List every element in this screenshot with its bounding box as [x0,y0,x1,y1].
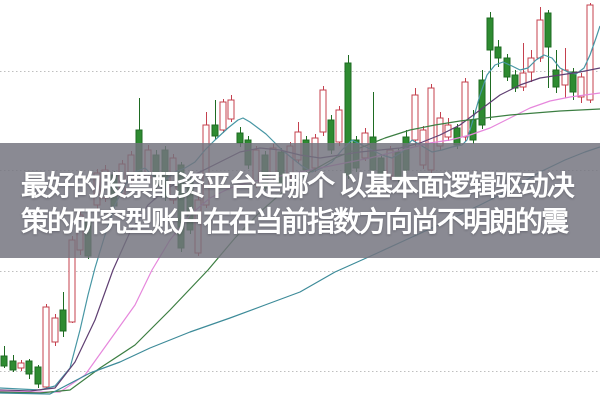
candle-up [335,109,343,143]
candle-down [552,69,560,88]
candle-up [461,81,469,138]
candle-up [561,69,569,86]
candle-down [59,309,67,332]
candle-up [586,4,594,101]
candle-up [411,94,419,141]
candle-down [9,360,17,371]
candle-up [17,362,25,369]
candle-down [236,132,244,144]
candle-down [494,46,502,59]
candle-up [319,89,327,133]
candle-down [569,71,577,93]
candle-up [51,317,59,343]
headline: 最好的股票配资平台是哪个 以基本面逻辑驱动决 策的研究型账户在在当前指数方向尚不… [0,143,600,240]
headline-line-2: 策的研究型账户在在当前指数方向尚不明朗的震 [21,206,569,237]
candle-down [25,360,33,375]
candle-down [34,366,42,385]
candle-up [42,306,50,388]
candle-up [227,99,235,120]
candle-down [0,355,8,367]
candle-up [519,72,527,88]
headline-overlay-band: 最好的股票配资平台是哪个 以基本面逻辑驱动决 策的研究型账户在在当前指数方向尚不… [0,143,600,258]
candle-down [503,57,511,78]
candle-down [478,79,486,126]
headline-line-1: 最好的股票配资平台是哪个 以基本面逻辑驱动决 [21,170,575,201]
candle-down [486,17,494,51]
candle-down [469,119,477,141]
candle-down [211,124,219,137]
candle-up [536,19,544,59]
candle-up [577,76,585,98]
candle-down [544,12,552,48]
candle-up [219,101,227,131]
